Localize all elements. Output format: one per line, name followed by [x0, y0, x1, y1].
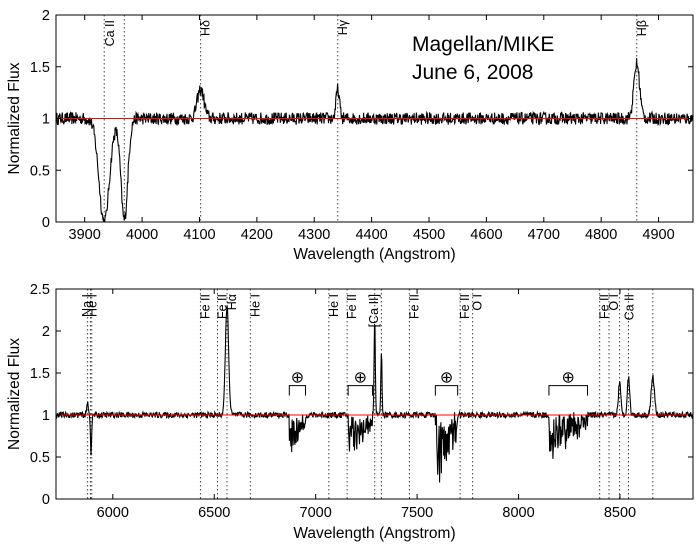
y-tick-label: 0	[42, 492, 50, 508]
x-tick-label: 7500	[401, 505, 433, 521]
marker-label: Ca II	[623, 294, 637, 320]
marker-label: Fe II	[215, 294, 229, 319]
telluric-symbol: ⊕	[291, 370, 304, 387]
x-tick-label: 8000	[502, 505, 534, 521]
telluric-symbol: ⊕	[562, 370, 575, 387]
y-axis: 0 0.5 1 1.5 2 Normalized Flux	[6, 8, 693, 231]
x-tick-label: 6500	[198, 505, 230, 521]
marker-labels: Ca II Hδ Hγ Hβ	[103, 19, 649, 46]
marker-label: Hγ	[336, 19, 350, 35]
y-tick-label: 0	[42, 215, 50, 231]
spectrum-line	[56, 58, 693, 222]
x-tick-label: 4000	[126, 227, 158, 243]
marker-label: Hβ	[635, 20, 649, 36]
marker-label: Na I	[80, 294, 94, 317]
x-axis-label: Wavelength (Angstrom)	[293, 246, 455, 263]
y-tick-label: 1	[42, 408, 50, 424]
annotation-instrument: Magellan/MIKE	[412, 33, 554, 56]
x-tick-label: 4200	[241, 227, 273, 243]
annotation-date: June 6, 2008	[412, 61, 533, 84]
marker-label: He I	[327, 294, 341, 317]
top-panel: Ca II Hδ Hγ Hβ 3900 4000 4100 4200 4300 4400 4500 4…	[6, 8, 694, 263]
y-tick-label: 1.5	[30, 366, 50, 382]
x-axis: 6000 6500 7000 7500 8000 8500 Wavelength (Angs…	[97, 289, 636, 542]
marker-label: Ca II	[103, 20, 117, 46]
y-tick-label: 0.5	[30, 450, 50, 466]
x-tick-label: 4800	[585, 227, 617, 243]
telluric-bands: ⊕ ⊕ ⊕ ⊕	[288, 370, 589, 396]
marker-label: O I	[471, 294, 485, 311]
marker-label: Fe II	[198, 294, 212, 319]
y-tick-label: 1.5	[30, 60, 50, 76]
telluric-bracket	[548, 385, 589, 396]
x-tick-label: 4400	[355, 227, 387, 243]
marker-label: Fe II	[407, 294, 421, 319]
x-tick-label: 6000	[97, 505, 129, 521]
telluric-bracket	[434, 385, 459, 396]
telluric-bracket	[288, 385, 307, 396]
y-tick-label: 2.5	[30, 282, 50, 298]
x-tick-label: 3900	[69, 227, 101, 243]
x-tick-label: 4100	[183, 227, 215, 243]
y-tick-label: 2	[42, 324, 50, 340]
marker-label: Hδ	[199, 20, 213, 36]
telluric-symbol: ⊕	[440, 370, 453, 387]
spectrum-line	[56, 305, 693, 483]
x-axis-label: Wavelength (Angstrom)	[293, 525, 455, 542]
line-markers	[87, 289, 654, 499]
x-tick-label: 4500	[413, 227, 445, 243]
line-markers	[103, 15, 638, 222]
x-axis: 3900 4000 4100 4200 4300 4400 4500 4600 4700 4800…	[69, 15, 675, 263]
x-tick-label: 7000	[300, 505, 332, 521]
telluric-bracket	[347, 385, 373, 396]
y-axis: 0 0.5 1 1.5 2 2.5 Normalized Flux	[6, 282, 693, 508]
marker-label: He I	[248, 294, 262, 317]
marker-label: Fe II	[598, 294, 612, 319]
y-tick-label: 1	[42, 112, 50, 128]
y-tick-label: 2	[42, 8, 50, 24]
telluric-symbol: ⊕	[354, 370, 367, 387]
y-axis-label: Normalized Flux	[6, 338, 23, 450]
x-tick-label: 4600	[470, 227, 502, 243]
x-tick-label: 4700	[528, 227, 560, 243]
marker-label: Fe II	[458, 294, 472, 319]
y-axis-label: Normalized Flux	[6, 62, 23, 174]
x-tick-label: 8500	[604, 505, 636, 521]
marker-label: Fe II	[345, 294, 359, 319]
axes-frame	[55, 288, 694, 500]
x-tick-label: 4900	[642, 227, 674, 243]
marker-label: He I	[86, 294, 100, 317]
y-tick-label: 0.5	[30, 163, 50, 179]
marker-label: [Ca II]	[367, 294, 381, 327]
x-tick-label: 4300	[298, 227, 330, 243]
marker-label: Hα	[225, 294, 239, 310]
marker-label: O I	[607, 294, 621, 311]
